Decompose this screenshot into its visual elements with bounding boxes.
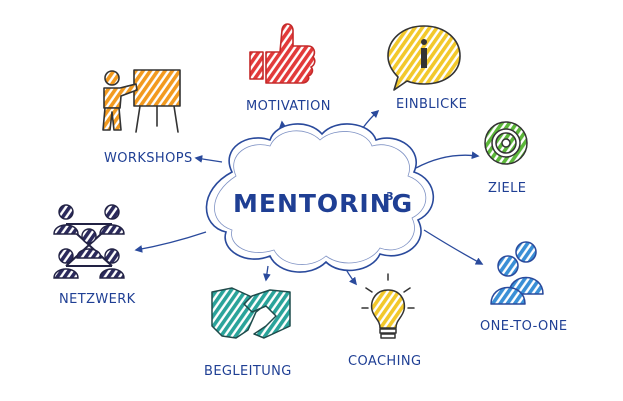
handshake-icon (211, 287, 291, 339)
info-speech-bubble-icon (387, 25, 461, 91)
node-einblicke: EINBLICKE (387, 25, 467, 112)
lightbulb-icon (361, 273, 415, 339)
arrow-to-begleitung (263, 265, 271, 282)
label-coaching: COACHING (348, 354, 421, 369)
cloud-inner-stroke (214, 130, 427, 265)
node-workshops: WORKSHOPS (102, 69, 193, 166)
presenter-easel-icon (102, 69, 181, 133)
label-one-to-one: ONE-TO-ONE (480, 319, 567, 334)
thumbs-up-icon (249, 23, 316, 84)
label-ziele: ZIELE (488, 181, 526, 196)
label-workshops: WORKSHOPS (104, 151, 193, 166)
arrow-to-netzwerk (134, 231, 207, 253)
center-title: MENTORING (233, 189, 413, 218)
arrow-to-one-to-one (423, 229, 484, 265)
node-begleitung: BEGLEITUNG (204, 287, 292, 379)
node-one-to-one: ONE-TO-ONE (480, 241, 567, 334)
center-superscript: 3 (386, 190, 394, 203)
node-motivation: MOTIVATION (246, 23, 331, 114)
label-begleitung: BEGLEITUNG (204, 364, 292, 379)
central-cloud: MENTORING 3 (205, 123, 435, 273)
cloud-outline (205, 123, 435, 273)
arrow-to-workshops (194, 155, 223, 163)
node-ziele: ZIELE (484, 121, 528, 196)
arrow-to-ziele (415, 151, 480, 169)
label-einblicke: EINBLICKE (396, 97, 467, 112)
two-people-icon (490, 241, 544, 305)
label-motivation: MOTIVATION (246, 99, 331, 114)
network-people-icon (53, 204, 125, 279)
label-netzwerk: NETZWERK (59, 292, 136, 307)
target-icon (484, 121, 528, 165)
node-coaching: COACHING (348, 273, 421, 369)
node-netzwerk: NETZWERK (53, 204, 136, 307)
